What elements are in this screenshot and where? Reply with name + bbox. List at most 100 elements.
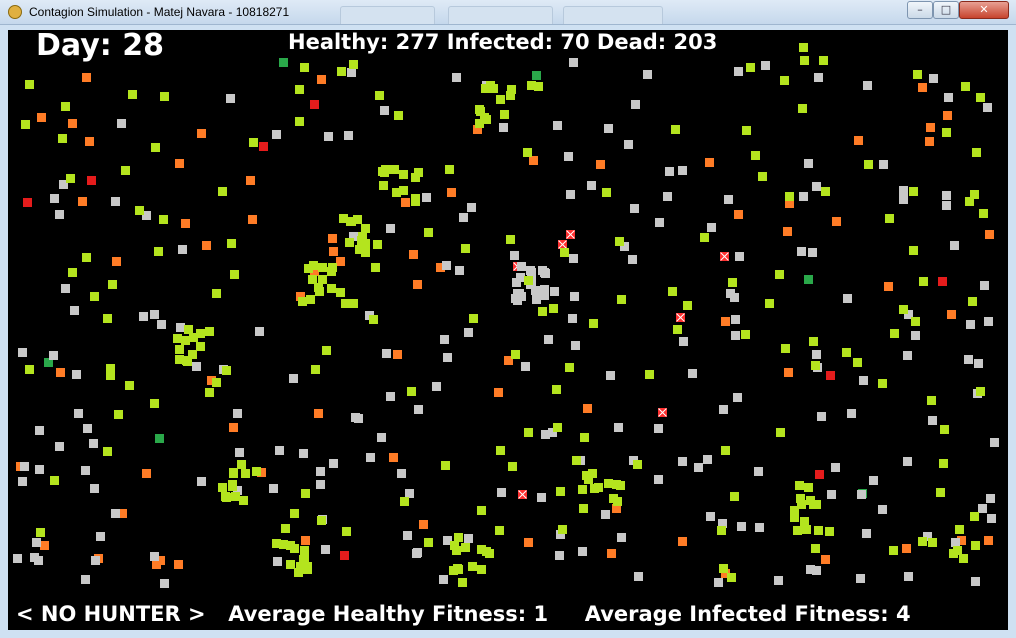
dead-agent bbox=[966, 320, 975, 329]
healthy-agent bbox=[798, 104, 807, 113]
healthy-agent bbox=[565, 363, 574, 372]
healthy-agent bbox=[154, 247, 163, 256]
healthy-agent bbox=[800, 517, 809, 526]
healthy-agent bbox=[308, 275, 317, 284]
healthy-agent bbox=[878, 379, 887, 388]
dead-agent bbox=[55, 442, 64, 451]
healthy-agent bbox=[580, 433, 589, 442]
dead-agent bbox=[923, 532, 932, 541]
dead-agent bbox=[347, 68, 356, 77]
infected-agent bbox=[393, 350, 402, 359]
infected-agent bbox=[317, 75, 326, 84]
healthy-agent bbox=[450, 541, 459, 550]
critical-agent bbox=[87, 176, 96, 185]
healthy-agent bbox=[615, 237, 624, 246]
infected-agent bbox=[175, 159, 184, 168]
infected-agent bbox=[174, 560, 183, 569]
dead-agent bbox=[718, 519, 727, 528]
healthy-agent bbox=[445, 165, 454, 174]
healthy-agent bbox=[940, 425, 949, 434]
dead-agent bbox=[382, 349, 391, 358]
hunter-agent bbox=[532, 71, 541, 80]
dead-agent bbox=[847, 409, 856, 418]
simulation-canvas[interactable]: Day: 28 Healthy: 277 Infected: 70 Dead: … bbox=[8, 30, 1008, 630]
healthy-agent bbox=[424, 538, 433, 547]
dead-agent bbox=[942, 191, 951, 200]
healthy-agent bbox=[399, 186, 408, 195]
dead-agent bbox=[665, 167, 674, 176]
dead-agent bbox=[617, 533, 626, 542]
dead-agent bbox=[929, 74, 938, 83]
dead-agent bbox=[726, 289, 735, 298]
dead-agent bbox=[571, 341, 580, 350]
dead-agent bbox=[35, 426, 44, 435]
dead-agent bbox=[540, 285, 549, 294]
dead-agent bbox=[569, 254, 578, 263]
healthy-agent bbox=[449, 566, 458, 575]
dead-agent bbox=[812, 566, 821, 575]
dead-agent bbox=[316, 480, 325, 489]
dead-agent bbox=[564, 152, 573, 161]
healthy-agent bbox=[125, 381, 134, 390]
dead-agent bbox=[275, 446, 284, 455]
infected-count: 70 bbox=[560, 30, 590, 54]
healthy-agent bbox=[150, 399, 159, 408]
infected-agent bbox=[56, 368, 65, 377]
dead-agent bbox=[797, 247, 806, 256]
dead-agent bbox=[587, 181, 596, 190]
healthy-agent bbox=[311, 365, 320, 374]
infected-agent bbox=[612, 504, 621, 513]
dead-agent bbox=[34, 556, 43, 565]
healthy-agent bbox=[976, 387, 985, 396]
dead-agent bbox=[733, 393, 742, 402]
critical-agent bbox=[938, 277, 947, 286]
healthy-agent bbox=[496, 446, 505, 455]
healthy-agent bbox=[21, 120, 30, 129]
dead-agent bbox=[707, 223, 716, 232]
healthy-agent bbox=[345, 238, 354, 247]
healthy-agent bbox=[50, 476, 59, 485]
healthy-agent bbox=[309, 261, 318, 270]
infected-agent bbox=[202, 241, 211, 250]
healthy-agent bbox=[121, 166, 130, 175]
day-value: 28 bbox=[122, 30, 164, 63]
dead-agent bbox=[950, 241, 959, 250]
healthy-agent bbox=[369, 315, 378, 324]
healthy-agent bbox=[103, 447, 112, 456]
dead-count: 203 bbox=[673, 30, 718, 54]
healthy-agent bbox=[61, 102, 70, 111]
dead-agent bbox=[942, 201, 951, 210]
healthy-agent bbox=[889, 546, 898, 555]
healthy-agent bbox=[175, 355, 184, 364]
infected-agent bbox=[181, 219, 190, 228]
death-marker-icon bbox=[720, 252, 729, 261]
healthy-agent bbox=[799, 43, 808, 52]
title-bar[interactable]: Contagion Simulation - Matej Navara - 10… bbox=[0, 0, 1016, 25]
infected-agent bbox=[832, 217, 841, 226]
hunter-agent bbox=[44, 358, 53, 367]
dead-agent bbox=[72, 370, 81, 379]
healthy-agent bbox=[300, 546, 309, 555]
healthy-agent bbox=[730, 492, 739, 501]
dead-agent bbox=[570, 292, 579, 301]
dead-agent bbox=[986, 494, 995, 503]
maximize-button[interactable]: □ bbox=[933, 1, 959, 19]
minimize-button[interactable]: – bbox=[907, 1, 933, 19]
healthy-agent bbox=[727, 573, 736, 582]
healthy-agent bbox=[90, 292, 99, 301]
healthy-agent bbox=[301, 489, 310, 498]
healthy-agent bbox=[469, 314, 478, 323]
dead-agent bbox=[817, 412, 826, 421]
day-label: Day: bbox=[36, 30, 112, 63]
healthy-agent bbox=[183, 357, 192, 366]
healthy-agent bbox=[572, 456, 581, 465]
hunter-agent bbox=[804, 275, 813, 284]
dead-agent bbox=[255, 327, 264, 336]
healthy-agent bbox=[804, 483, 813, 492]
close-button[interactable]: ✕ bbox=[959, 1, 1009, 19]
dead-agent bbox=[452, 73, 461, 82]
healthy-agent bbox=[349, 299, 358, 308]
healthy-agent bbox=[578, 485, 587, 494]
healthy-agent bbox=[673, 325, 682, 334]
healthy-agent bbox=[252, 467, 261, 476]
